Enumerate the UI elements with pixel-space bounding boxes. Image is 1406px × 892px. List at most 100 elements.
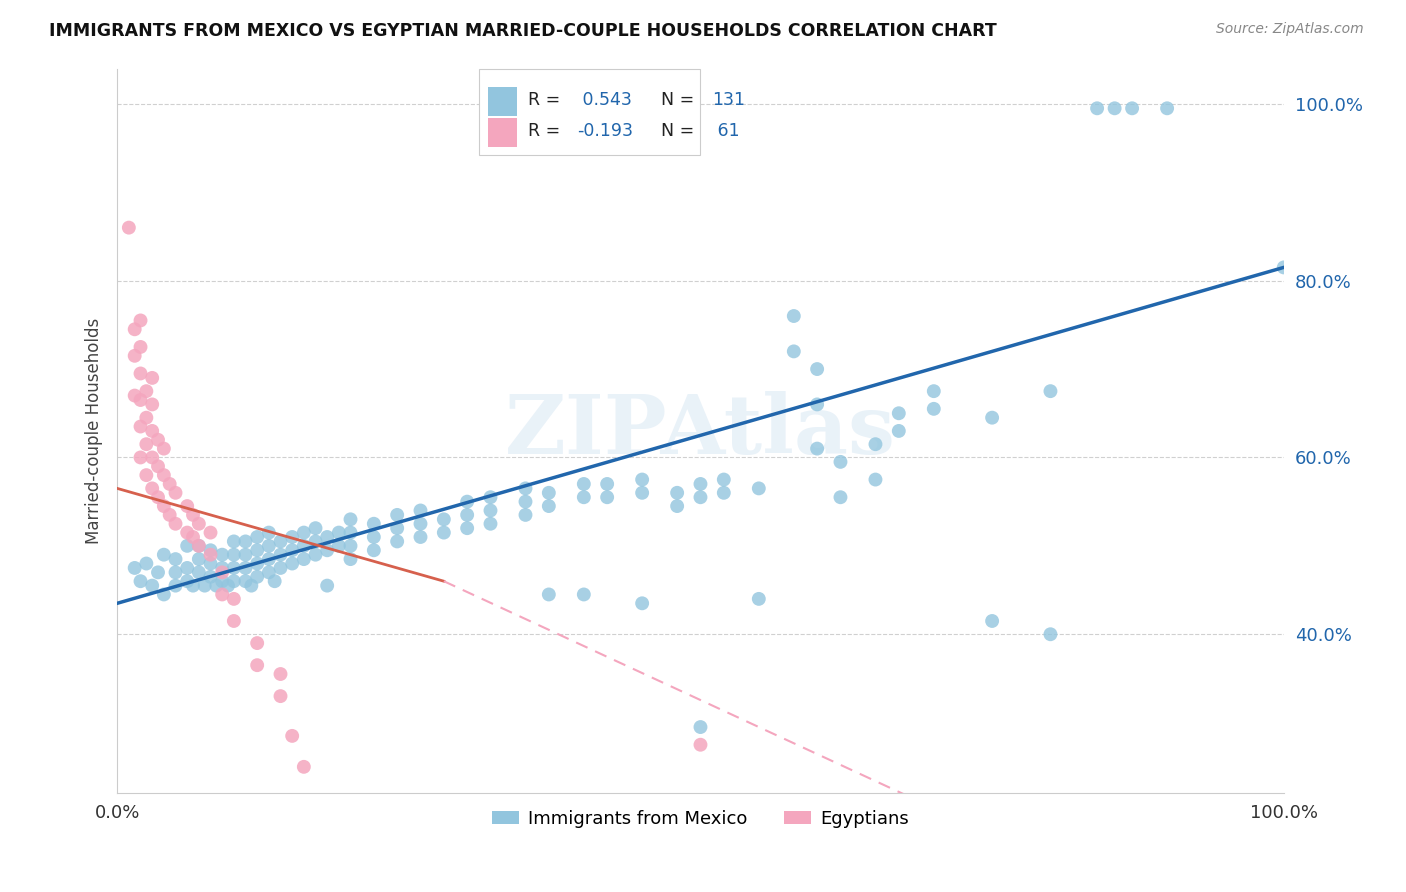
Point <box>270 548 292 562</box>
Point <box>865 437 887 451</box>
Point <box>304 548 326 562</box>
Point <box>456 508 478 522</box>
Point <box>316 530 339 544</box>
Point <box>165 485 187 500</box>
Point <box>153 442 176 456</box>
Point <box>124 561 146 575</box>
Point <box>146 566 169 580</box>
Point <box>222 548 245 562</box>
Point <box>141 579 163 593</box>
Point <box>129 313 152 327</box>
Point <box>222 561 245 575</box>
Point <box>200 525 222 540</box>
Point <box>537 499 560 513</box>
Point <box>666 485 689 500</box>
Point <box>118 220 141 235</box>
Point <box>235 534 257 549</box>
Point <box>257 566 280 580</box>
Point <box>339 512 361 526</box>
Point <box>1085 101 1108 115</box>
Point <box>281 543 304 558</box>
Point <box>235 574 257 589</box>
Point <box>124 349 146 363</box>
Point <box>316 579 339 593</box>
Point <box>409 503 432 517</box>
Point <box>515 508 537 522</box>
Text: R =: R = <box>527 91 565 109</box>
Point <box>783 344 806 359</box>
Point <box>135 410 157 425</box>
Point <box>806 397 828 411</box>
Point <box>316 543 339 558</box>
Point <box>479 516 502 531</box>
Point <box>159 508 181 522</box>
Point <box>211 587 233 601</box>
Point <box>141 424 163 438</box>
Point <box>141 371 163 385</box>
Point <box>1121 101 1143 115</box>
Y-axis label: Married-couple Households: Married-couple Households <box>86 318 103 544</box>
Point <box>830 490 852 504</box>
Point <box>981 410 1004 425</box>
Point <box>304 534 326 549</box>
Text: N =: N = <box>651 122 700 140</box>
Point <box>433 512 456 526</box>
Text: 0.543: 0.543 <box>576 91 631 109</box>
Point <box>211 574 233 589</box>
Point <box>363 543 385 558</box>
Point <box>257 525 280 540</box>
Point <box>135 557 157 571</box>
Point <box>713 473 735 487</box>
Point <box>217 579 239 593</box>
Text: -0.193: -0.193 <box>576 122 633 140</box>
Point <box>631 485 654 500</box>
Point <box>146 490 169 504</box>
Point <box>385 508 408 522</box>
Legend: Immigrants from Mexico, Egyptians: Immigrants from Mexico, Egyptians <box>485 803 915 835</box>
Point <box>1156 101 1178 115</box>
Point <box>363 516 385 531</box>
Point <box>748 482 770 496</box>
Point <box>270 667 292 681</box>
Point <box>537 587 560 601</box>
Point <box>176 574 198 589</box>
Point <box>165 579 187 593</box>
Point <box>135 437 157 451</box>
Point <box>689 477 711 491</box>
Point <box>181 530 204 544</box>
Point <box>141 482 163 496</box>
Point <box>292 552 315 566</box>
Point <box>292 539 315 553</box>
Point <box>631 473 654 487</box>
Point <box>689 738 711 752</box>
Point <box>363 530 385 544</box>
Text: 61: 61 <box>713 122 740 140</box>
Point <box>748 591 770 606</box>
Point <box>328 525 350 540</box>
Point <box>187 516 209 531</box>
Text: R =: R = <box>527 122 565 140</box>
Point <box>235 548 257 562</box>
Point <box>141 450 163 465</box>
Point <box>922 401 945 416</box>
Point <box>281 729 304 743</box>
Point <box>292 525 315 540</box>
Point <box>211 561 233 575</box>
Point <box>129 419 152 434</box>
Text: ZIPAtlas: ZIPAtlas <box>505 391 896 471</box>
Point <box>246 557 269 571</box>
Point <box>572 477 595 491</box>
Point <box>135 384 157 399</box>
Point <box>479 503 502 517</box>
FancyBboxPatch shape <box>488 87 517 116</box>
Point <box>222 591 245 606</box>
Point <box>666 499 689 513</box>
Point <box>304 521 326 535</box>
Point <box>339 539 361 553</box>
Point <box>240 579 263 593</box>
Point <box>235 561 257 575</box>
Point <box>222 574 245 589</box>
Point <box>385 534 408 549</box>
Point <box>124 322 146 336</box>
Point <box>141 397 163 411</box>
